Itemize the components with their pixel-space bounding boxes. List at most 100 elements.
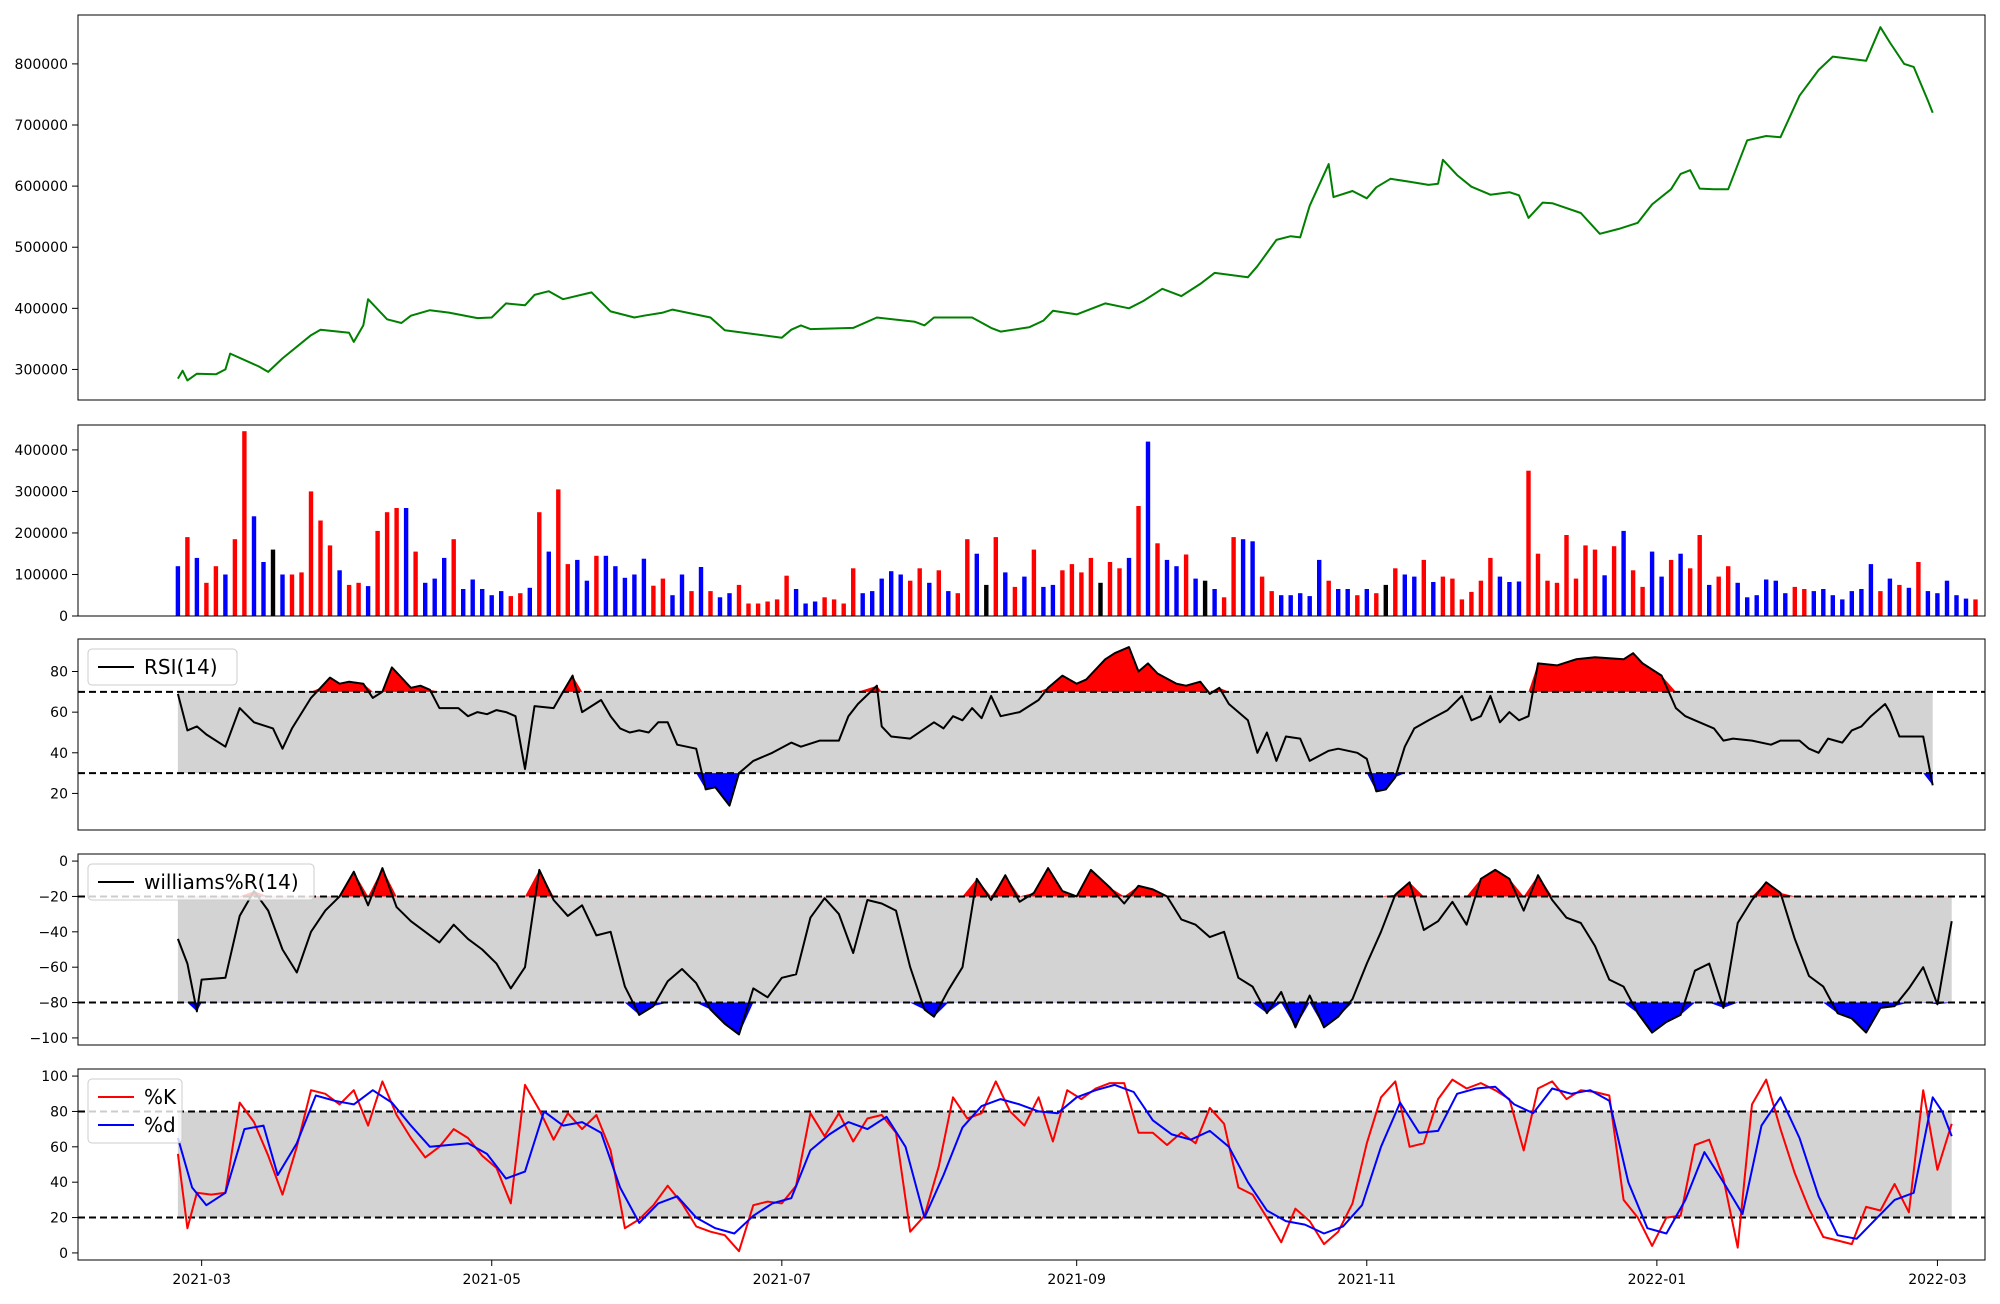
volume-bar — [689, 591, 694, 616]
volume-bar — [1250, 541, 1255, 616]
neutral-band-2 — [177, 691, 1933, 774]
volume-bar — [1393, 568, 1398, 617]
volume-bar — [1754, 595, 1759, 616]
y-tick-label: 40 — [50, 1175, 68, 1191]
series-line-2-0 — [176, 646, 1934, 807]
volume-bar — [1735, 582, 1740, 616]
volume-bar — [204, 582, 209, 616]
y-tick-label: 80 — [50, 1104, 68, 1120]
volume-bar — [1688, 568, 1693, 617]
volume-bar — [337, 570, 342, 616]
volume-bar — [261, 562, 266, 616]
volume-bar — [1792, 586, 1797, 616]
y-tick-label: 400000 — [15, 443, 68, 459]
volume-bar — [755, 603, 761, 616]
volume-bar — [1307, 596, 1312, 616]
volume-bar — [1878, 591, 1883, 616]
volume-bar — [527, 587, 532, 616]
volume-bar — [365, 586, 371, 616]
volume-bar — [299, 572, 304, 616]
y-tick-label: 500000 — [15, 240, 68, 256]
volume-bar — [1317, 559, 1322, 616]
price-line — [177, 26, 1934, 382]
y-tick-label: 80 — [50, 665, 68, 681]
volume-bar — [1202, 580, 1208, 616]
volume-bar — [1545, 580, 1550, 616]
volume-bar — [1183, 554, 1189, 616]
series-line-4-0 — [176, 1078, 1953, 1253]
volume-bar — [879, 578, 884, 616]
volume-bar — [1298, 593, 1303, 616]
volume-bar — [1412, 576, 1417, 616]
volume-bar — [584, 580, 590, 616]
volume-bar — [1088, 557, 1094, 616]
legend-label: %d — [144, 1113, 176, 1137]
y-tick-label: 100000 — [15, 567, 68, 583]
series-line-3-0 — [176, 867, 1953, 1036]
volume-bar — [1868, 564, 1874, 616]
volume-bar — [1649, 551, 1655, 616]
volume-bar — [1944, 580, 1950, 616]
volume-bar — [308, 491, 314, 616]
volume-bar — [1402, 574, 1407, 616]
volume-bar — [432, 578, 437, 616]
volume-bar — [318, 520, 323, 616]
volume-bar — [1678, 553, 1683, 616]
legend-box-2 — [87, 648, 238, 686]
volume-bar — [1783, 593, 1788, 616]
volume-bar — [1916, 562, 1921, 616]
y-tick-label: 800000 — [15, 57, 68, 73]
volume-bar — [1022, 576, 1027, 616]
volume-bar — [1060, 570, 1065, 616]
volume-bar — [1478, 580, 1484, 616]
volume-bar — [556, 489, 561, 616]
volume-bar — [518, 593, 523, 616]
volume-bar — [1897, 584, 1902, 616]
volume-bar — [717, 597, 723, 616]
volume-bar — [622, 577, 628, 616]
y-tick-label: 400000 — [15, 301, 68, 317]
volume-bar — [679, 574, 685, 616]
volume-bar — [1221, 597, 1227, 616]
x-tick-label: 2022-03 — [1908, 1272, 1967, 1288]
volume-bar — [1126, 557, 1132, 616]
volume-bar — [1830, 595, 1835, 616]
volume-bar — [946, 591, 951, 616]
neutral-band-4 — [177, 1111, 1952, 1218]
legend-label: williams%R(14) — [144, 870, 299, 894]
volume-bar — [1355, 595, 1360, 616]
volume-bar — [423, 582, 428, 616]
volume-bar — [965, 539, 970, 616]
y-tick-label: −60 — [38, 960, 68, 976]
legend-box-4 — [87, 1078, 183, 1144]
volume-bar — [1887, 578, 1893, 616]
volume-bar — [280, 574, 285, 616]
y-tick-label: −20 — [38, 889, 68, 905]
volume-bar — [1240, 539, 1246, 616]
x-tick-label: 2021-09 — [1047, 1272, 1106, 1288]
volume-bar — [1279, 595, 1284, 616]
volume-bar — [974, 553, 979, 616]
volume-bar — [546, 551, 551, 616]
volume-bar — [394, 508, 399, 616]
y-tick-label: 20 — [50, 786, 68, 802]
volume-bar — [413, 551, 418, 616]
volume-bar — [1069, 564, 1075, 616]
volume-bar — [508, 596, 513, 616]
volume-bar — [375, 530, 380, 616]
y-tick-label: 60 — [50, 1140, 68, 1156]
volume-bar — [917, 568, 922, 617]
x-tick-label: 2021-05 — [462, 1272, 521, 1288]
volume-bar — [1621, 530, 1626, 616]
volume-bar — [889, 571, 894, 616]
volume-bar — [851, 568, 856, 617]
panel-frame-4 — [77, 1068, 1986, 1261]
volume-bar — [641, 558, 647, 616]
volume-bar — [1497, 576, 1503, 616]
volume-bar — [1526, 470, 1531, 616]
volume-bar — [232, 539, 238, 616]
volume-bar — [1193, 578, 1198, 616]
volume-bar — [480, 589, 485, 616]
volume-bar — [1259, 576, 1265, 616]
volume-bar — [1155, 543, 1160, 616]
